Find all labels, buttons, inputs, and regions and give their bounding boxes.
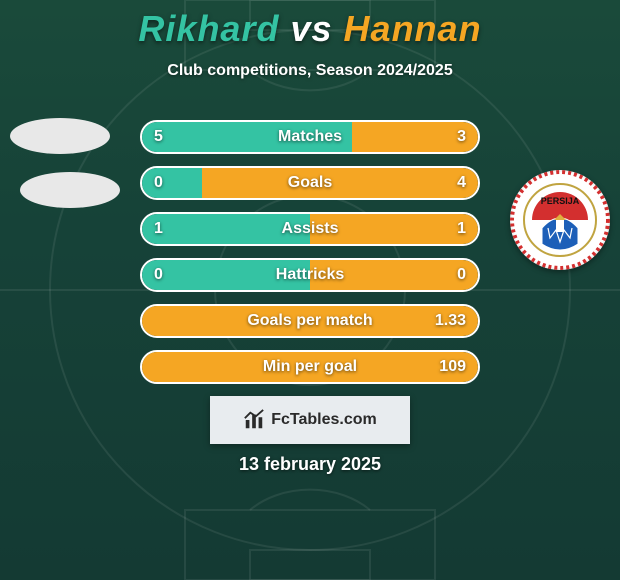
badge-text-top: PERSIJA (541, 196, 580, 206)
bar-label: Hattricks (276, 266, 344, 284)
content-root: Rikhard vs Hannan Club competitions, Sea… (0, 0, 620, 580)
stat-row: Assists 1 1 (140, 212, 480, 246)
bar-value-left: 1 (154, 220, 163, 238)
bar-value-right: 4 (457, 174, 466, 192)
bar-label: Goals (288, 174, 332, 192)
left-player-badge-2 (20, 172, 120, 208)
bar-value-left: 0 (154, 174, 163, 192)
bar-value-right: 109 (439, 358, 466, 376)
stat-row: Min per goal 109 (140, 350, 480, 384)
bar-label: Goals per match (247, 312, 372, 330)
title-left-player: Rikhard (138, 8, 279, 49)
bar-fill-right (202, 168, 478, 198)
title-right-player: Hannan (344, 8, 482, 49)
left-player-badge-1 (10, 118, 110, 154)
stat-row: Hattricks 0 0 (140, 258, 480, 292)
footer-site-text: FcTables.com (271, 411, 377, 429)
bar-value-right: 1.33 (435, 312, 466, 330)
chart-icon (243, 409, 265, 431)
stat-row: Goals per match 1.33 (140, 304, 480, 338)
stat-row: Goals 0 4 (140, 166, 480, 200)
bar-label: Assists (282, 220, 339, 238)
title-vs: vs (290, 8, 332, 49)
bar-label: Min per goal (263, 358, 357, 376)
bar-value-left: 5 (154, 128, 163, 146)
bar-label: Matches (278, 128, 342, 146)
bar-fill-left (142, 168, 202, 198)
bar-value-right: 0 (457, 266, 466, 284)
comparison-bars: Matches53Goals04Assists11Hattricks00Goal… (140, 120, 480, 396)
page-title: Rikhard vs Hannan (0, 0, 620, 50)
bar-value-right: 3 (457, 128, 466, 146)
footer-date: 13 february 2025 (239, 454, 381, 475)
bar-value-right: 1 (457, 220, 466, 238)
subtitle: Club competitions, Season 2024/2025 (0, 62, 620, 80)
footer-site-badge[interactable]: FcTables.com (210, 396, 410, 444)
right-player-club-badge: PERSIJA (510, 170, 610, 270)
stat-row: Matches 5 3 (140, 120, 480, 154)
bar-value-left: 0 (154, 266, 163, 284)
